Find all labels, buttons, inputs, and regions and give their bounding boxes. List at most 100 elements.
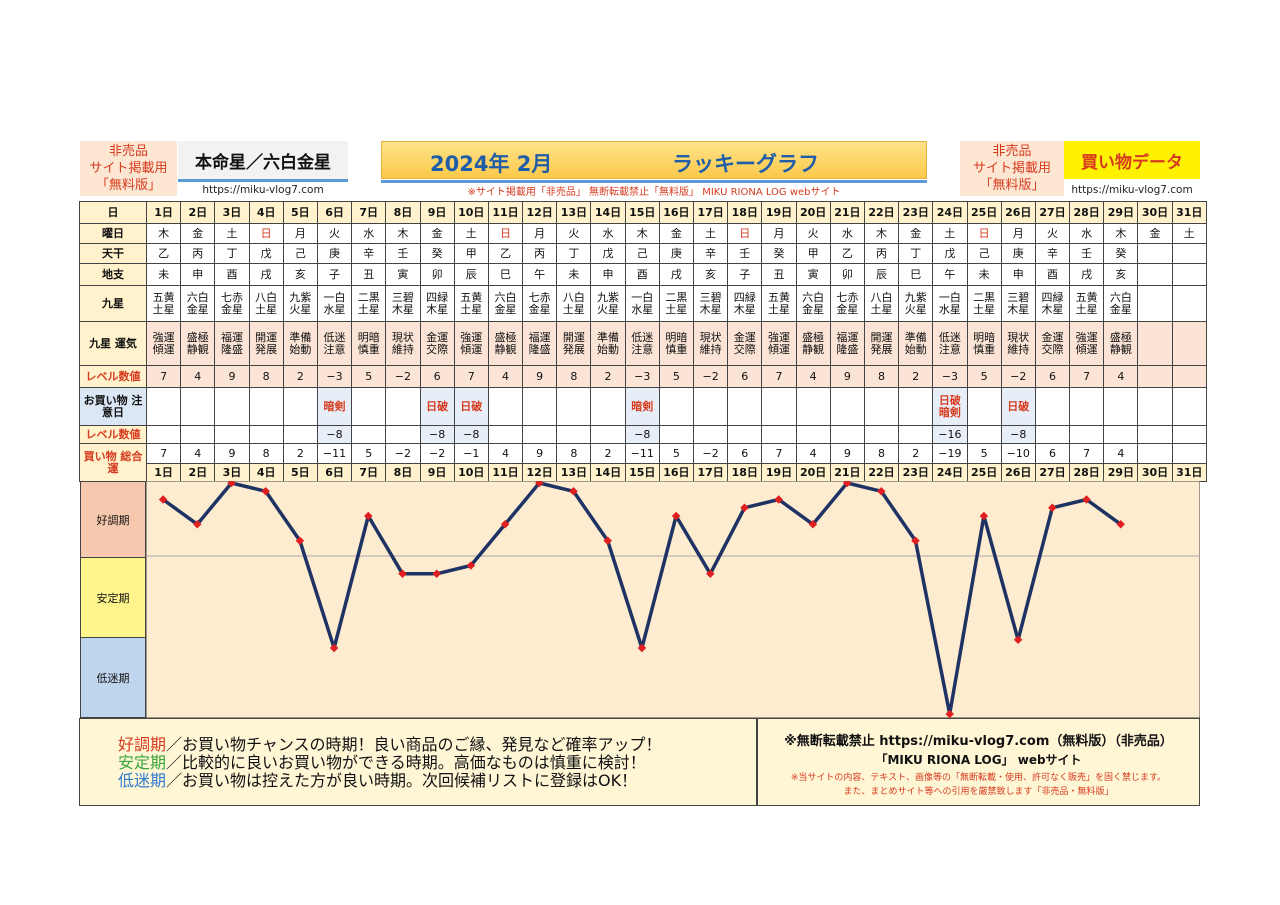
kyusei-cell: 二黒 土星	[351, 285, 387, 322]
caution-cell	[795, 387, 831, 426]
chishi-cell: 午	[932, 263, 968, 286]
days-cell: 12日	[522, 463, 558, 482]
days-cell: 6日	[316, 463, 353, 482]
chishi-cell: 子	[316, 263, 353, 286]
days-cell: 5日	[282, 463, 318, 482]
unki-cell: 強運 傾運	[761, 321, 797, 366]
days-cell: 25日	[966, 201, 1002, 224]
days-cell: 19日	[761, 201, 797, 224]
days-cell: 14日	[590, 463, 626, 482]
nonsale-right-line3: 「無料版」	[979, 178, 1045, 193]
days-cell: 20日	[795, 463, 831, 482]
chishi-cell: 子	[727, 263, 763, 286]
tenkan-cell: 乙	[487, 243, 524, 264]
level-cell: 5	[966, 365, 1002, 388]
days-cell: 29日	[1103, 201, 1139, 224]
tenkan-cell: 丁	[214, 243, 250, 264]
kyusei-cell: 九紫 火星	[282, 285, 318, 322]
level2-cell	[590, 425, 626, 444]
table-row-chishi: 地支未申酉戌亥子丑寅卯辰巳午未申酉戌亥子丑寅卯辰巳午未申酉戌亥	[79, 263, 1207, 286]
days-cell: 25日	[966, 463, 1002, 482]
days-cell: 13日	[556, 201, 592, 224]
table-row-unki: 九星 運気 強運 傾運 盛極 静観 福運 隆盛 開運 発展 準備 始動 低迷 注意 明暗 慎重…	[79, 321, 1207, 366]
days-cell: 6日	[316, 201, 353, 224]
nonsale-right-line2: サイト掲載用	[972, 161, 1051, 176]
kyusei-cell	[1137, 285, 1173, 322]
weekdays-cell: 土	[1171, 223, 1207, 244]
caution-cell	[214, 387, 250, 426]
chishi-cell: 巳	[487, 263, 524, 286]
level-cell: −3	[932, 365, 968, 388]
days-cell: 12日	[522, 201, 558, 224]
unki-cell: 金運 交際	[419, 321, 455, 366]
caution-cell	[898, 387, 934, 426]
weekdays-cell: 金	[419, 223, 455, 244]
days-cell: 4日	[248, 201, 284, 224]
total-cell: 4	[180, 443, 216, 464]
days-cell: 21日	[829, 463, 865, 482]
kyusei-cell: 八白 土星	[556, 285, 592, 322]
title-underline	[381, 180, 927, 183]
nonsale-left-line3: 「無料版」	[95, 178, 161, 193]
tenkan-cell	[1137, 243, 1173, 264]
weekdays-cell: 水	[1069, 223, 1105, 244]
days-cell: 7日	[351, 201, 387, 224]
level-cell: 7	[761, 365, 797, 388]
legend-stable: 安定期／比較的に良いお買い物ができる時期。高価なものは慎重に検討！	[118, 754, 646, 772]
weekdays-cell: 金	[1137, 223, 1173, 244]
tenkan-cell: 丁	[556, 243, 592, 264]
caution-cell	[145, 387, 182, 426]
caution-cell	[727, 387, 763, 426]
row-label-day: 日	[79, 201, 147, 224]
row-label-level: レベル数値	[79, 365, 147, 388]
unki-cell: 福運 隆盛	[829, 321, 865, 366]
level2-cell	[145, 425, 182, 444]
tenkan-cell: 戊	[932, 243, 968, 264]
caution-cell	[180, 387, 216, 426]
total-cell	[1171, 443, 1207, 464]
total-cell: 8	[556, 443, 592, 464]
caution-cell: 日破	[453, 387, 489, 426]
level2-cell	[658, 425, 695, 444]
unki-cell: 準備 始動	[590, 321, 626, 366]
weekdays-cell: 木	[1103, 223, 1139, 244]
unki-cell	[1171, 321, 1207, 366]
unki-cell: 金運 交際	[1034, 321, 1071, 366]
nonsale-left-line2: サイト掲載用	[89, 161, 168, 176]
level2-cell	[351, 425, 387, 444]
weekdays-cell: 月	[761, 223, 797, 244]
caution-cell	[658, 387, 695, 426]
unki-cell: 開運 発展	[248, 321, 284, 366]
caution-cell: 日破	[1000, 387, 1036, 426]
days-cell: 16日	[658, 201, 695, 224]
tenkan-cell: 壬	[727, 243, 763, 264]
level-cell: 4	[795, 365, 831, 388]
kyusei-cell: 八白 土星	[863, 285, 900, 322]
chishi-cell: 申	[1000, 263, 1036, 286]
days-cell: 15日	[624, 201, 660, 224]
days-cell: 24日	[932, 201, 968, 224]
total-cell: −11	[624, 443, 660, 464]
chishi-cell: 酉	[1034, 263, 1071, 286]
caution-cell	[282, 387, 318, 426]
tenkan-cell: 庚	[1000, 243, 1036, 264]
unki-cell: 強運 傾運	[145, 321, 182, 366]
weekdays-cell: 日	[966, 223, 1002, 244]
weekdays-cell: 火	[1034, 223, 1071, 244]
level2-cell	[1034, 425, 1071, 444]
tenkan-cell: 己	[624, 243, 660, 264]
kyusei-cell: 五黄 土星	[145, 285, 182, 322]
chishi-cell: 亥	[282, 263, 318, 286]
level2-cell	[487, 425, 524, 444]
days-cell: 23日	[898, 201, 934, 224]
table-row-caution: お買い物 注意日 暗剣 日破 日破 暗剣 日破 暗剣 日破	[79, 387, 1207, 426]
tenkan-cell: 癸	[1103, 243, 1139, 264]
level-cell: 4	[487, 365, 524, 388]
days-cell: 29日	[1103, 463, 1139, 482]
kyusei-cell: 六白 金星	[795, 285, 831, 322]
days-cell: 16日	[658, 463, 695, 482]
days-cell: 11日	[487, 201, 524, 224]
weekdays-cell: 土	[932, 223, 968, 244]
unki-cell: 強運 傾運	[1069, 321, 1105, 366]
kyusei-cell: 三碧 木星	[1000, 285, 1036, 322]
